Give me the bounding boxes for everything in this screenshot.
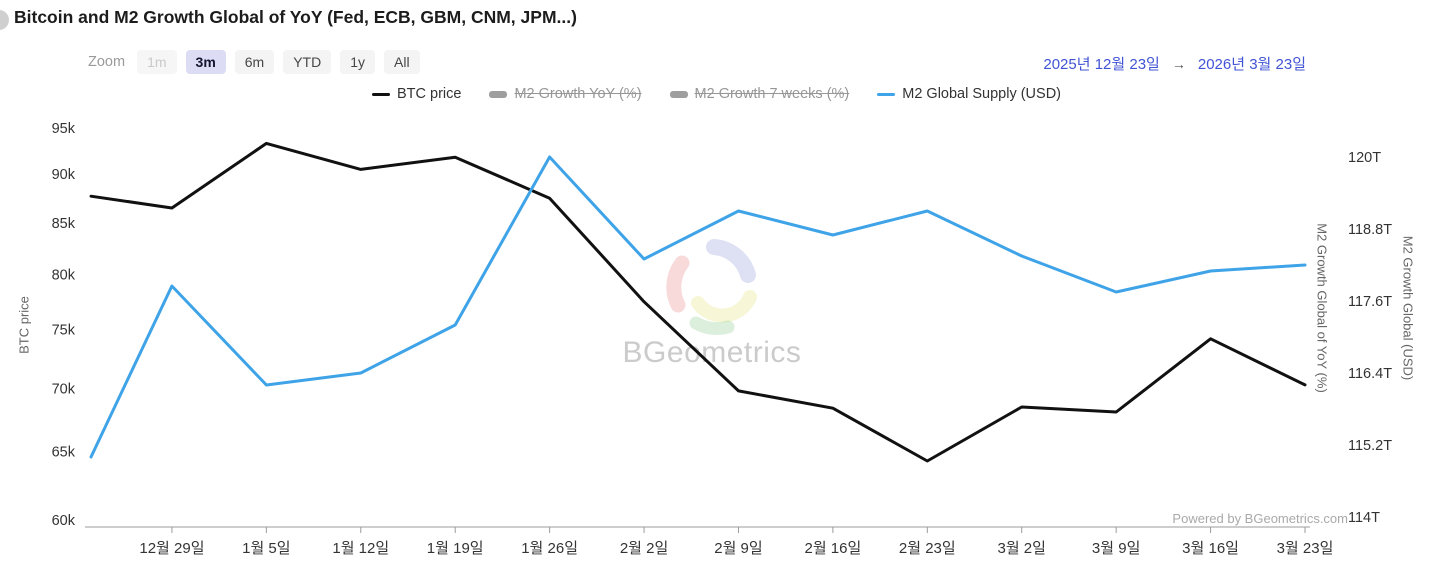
btc-price-line[interactable] — [89, 141, 1307, 463]
date-range-start[interactable]: 2025년 12월 23일 — [1043, 56, 1160, 73]
zoom-toolbar: Zoom 1m 3m 6m YTD 1y All — [88, 50, 420, 74]
left-axis-tick-label: 90k — [52, 167, 76, 183]
powered-by-link[interactable]: Powered by BGeometrics.com — [1172, 511, 1348, 526]
left-axis-tick-label: 85k — [52, 216, 76, 232]
zoom-button-1y[interactable]: 1y — [340, 50, 376, 74]
watermark-text: BGeometrics — [622, 336, 802, 369]
legend-label: BTC price — [396, 86, 462, 102]
left-axis-tick-label: 60k — [52, 513, 76, 529]
legend-item-m2-global-supply-usd[interactable]: M2 Global Supply (USD) — [877, 86, 1061, 102]
left-axis-tick-label: 80k — [52, 268, 76, 284]
right-axis-tick-label: 120T — [1348, 150, 1381, 166]
site-logo-fragment — [0, 10, 9, 30]
x-axis-label: 3월 23일 — [1277, 540, 1334, 557]
left-axis-tick-label: 95k — [52, 121, 76, 137]
x-axis-label: 12월 29일 — [139, 540, 204, 557]
x-axis-label: 2월 2일 — [620, 540, 668, 557]
legend-label: M2 Global Supply (USD) — [902, 86, 1061, 102]
zoom-button-ytd[interactable]: YTD — [283, 50, 332, 74]
legend-label: M2 Growth 7 weeks (%) — [694, 86, 850, 102]
left-axis-tick-label: 70k — [52, 382, 76, 398]
x-axis-label: 1월 12일 — [332, 540, 389, 557]
zoom-button-3m[interactable]: 3m — [185, 50, 226, 74]
right-axis-tick-label: 115.2T — [1348, 438, 1392, 454]
x-axis-label: 3월 2일 — [998, 540, 1046, 557]
m2-global-supply-usd-line[interactable] — [89, 155, 1307, 459]
left-axis-tick-label: 75k — [52, 323, 76, 339]
legend-marker-icon — [371, 92, 390, 96]
zoom-button-all[interactable]: All — [384, 50, 420, 74]
zoom-button-6m[interactable]: 6m — [234, 50, 275, 74]
date-range: 2025년 12월 23일 → 2026년 3월 23일 — [1043, 53, 1306, 74]
legend-label: M2 Growth YoY (%) — [514, 86, 642, 102]
zoom-label: Zoom — [88, 54, 126, 70]
legend-marker-icon — [669, 90, 688, 98]
x-axis-label: 3월 9일 — [1092, 540, 1140, 557]
legend-item-m2-growth-yoy[interactable]: M2 Growth YoY (%) — [489, 86, 642, 102]
right-axis-tick-label: 116.4T — [1348, 366, 1392, 382]
x-axis-label: 1월 5일 — [242, 540, 290, 557]
x-axis-label: 1월 19일 — [427, 540, 484, 557]
zoom-button-1m: 1m — [137, 50, 177, 74]
legend-marker-icon — [489, 90, 508, 98]
legend: BTC price M2 Growth YoY (%) M2 Growth 7 we… — [0, 86, 1433, 102]
right-axis-tick-label: 118.8T — [1348, 222, 1392, 238]
zoom-buttons-group: 1m 3m 6m YTD 1y All — [137, 50, 420, 74]
legend-item-m2-growth-7-weeks[interactable]: M2 Growth 7 weeks (%) — [669, 86, 850, 102]
arrow-right-icon: → — [1171, 55, 1186, 72]
right-axis-tick-label: 114T — [1348, 510, 1380, 526]
left-axis-tick-label: 65k — [52, 445, 76, 461]
date-range-end[interactable]: 2026년 3월 23일 — [1197, 56, 1306, 73]
x-axis-label: 2월 23일 — [899, 540, 956, 557]
page-title: Bitcoin and M2 Growth Global of YoY (Fed… — [14, 7, 577, 27]
x-axis-label: 1월 26일 — [521, 540, 578, 557]
x-axis-label: 2월 9일 — [714, 540, 762, 557]
x-axis-label: 2월 16일 — [804, 540, 861, 557]
right-axis-tick-label: 117.6T — [1348, 294, 1392, 310]
legend-marker-icon — [877, 92, 896, 96]
x-axis-label: 3월 16일 — [1182, 540, 1239, 557]
legend-item-btc-price[interactable]: BTC price — [371, 86, 462, 102]
bgeometrics-logo-watermark — [666, 239, 757, 335]
